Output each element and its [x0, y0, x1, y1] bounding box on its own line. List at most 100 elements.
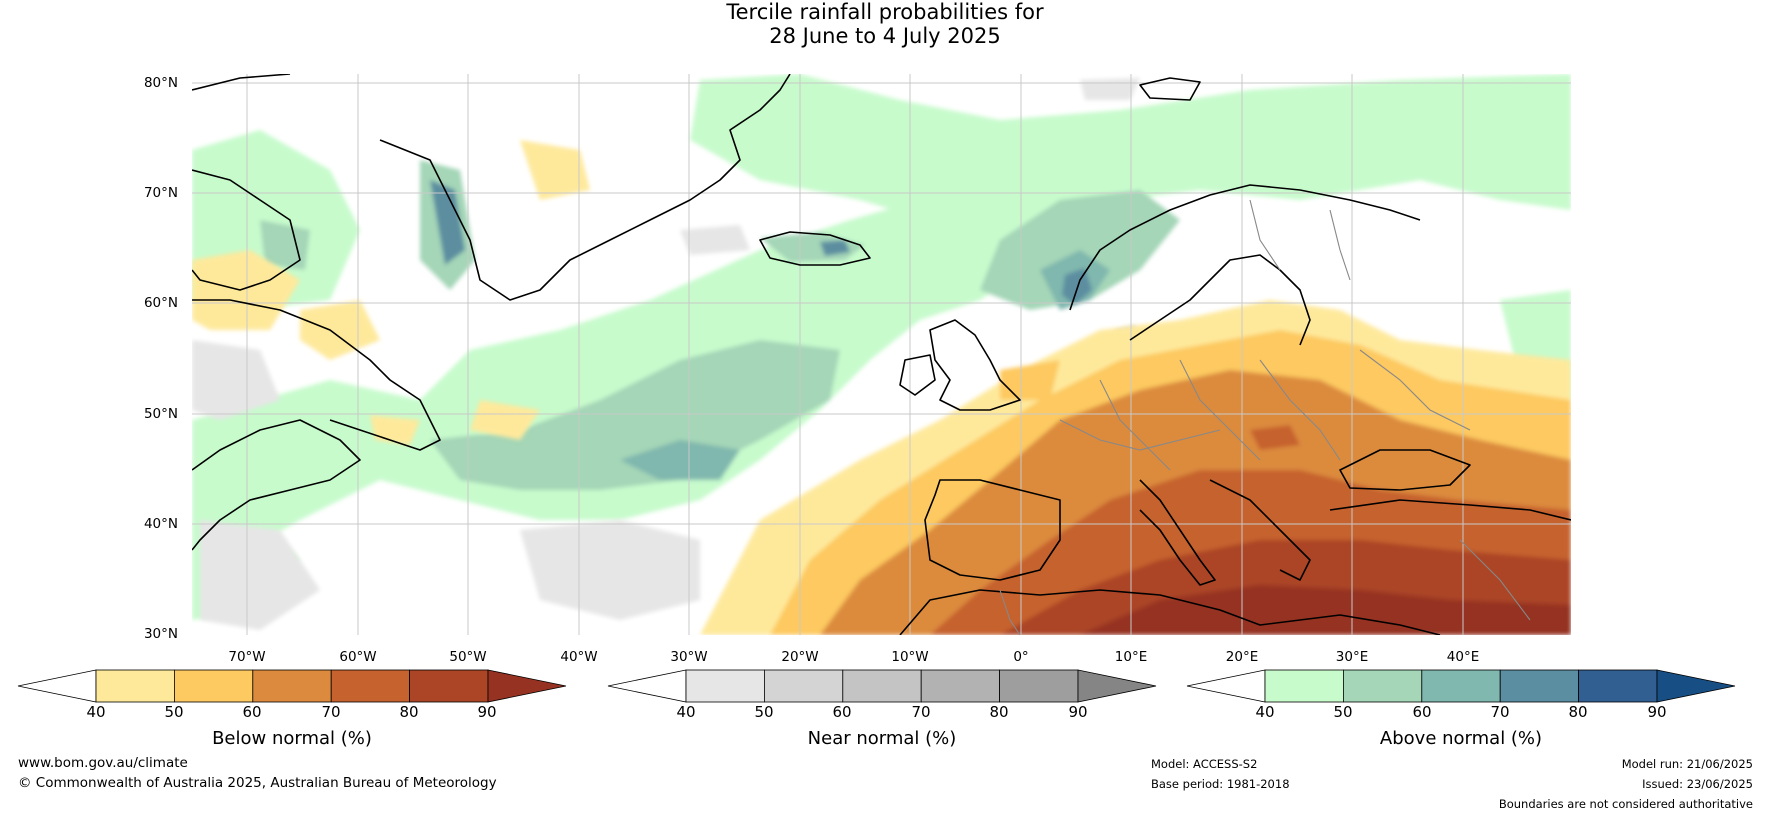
disclaimer-text: Boundaries are not considered authoritat…: [1498, 797, 1753, 811]
below-normal-region: [1250, 425, 1300, 450]
copyright-text: © Commonwealth of Australia 2025, Austra…: [18, 775, 497, 791]
near-normal-region: [680, 225, 750, 255]
above-normal-region: [620, 440, 740, 480]
map-panel: [192, 74, 1571, 635]
near-tick-90: 90: [1068, 703, 1088, 721]
coastline-black-sea: [1339, 449, 1471, 491]
lon-label-70w: 70°W: [228, 649, 266, 665]
lon-label-0: 0°: [1013, 649, 1029, 665]
coastline-iceland: [759, 231, 871, 266]
coastline-baffin: [192, 169, 301, 291]
above-normal-colorbar-segment: [1343, 669, 1423, 703]
near-normal-colorbar-high-extension: [1077, 669, 1157, 703]
near-tick-60: 60: [832, 703, 852, 721]
lon-label-20e: 20°E: [1225, 649, 1259, 665]
below-tick-80: 80: [399, 703, 419, 721]
above-tick-40: 40: [1255, 703, 1275, 721]
above-normal-region: [260, 220, 310, 270]
above-tick-90: 90: [1647, 703, 1667, 721]
below-normal-colorbar: [17, 669, 567, 703]
lon-label-50w: 50°W: [449, 649, 487, 665]
below-normal-region: [470, 400, 540, 440]
lon-label-10e: 10°E: [1114, 649, 1148, 665]
lat-label-60n: 60°N: [143, 295, 178, 311]
title-line-1: Tercile rainfall probabilities for: [726, 0, 1044, 24]
colorbars: [17, 669, 1736, 703]
above-normal-colorbar-segment: [1499, 669, 1579, 703]
below-tick-50: 50: [164, 703, 184, 721]
below-tick-90: 90: [477, 703, 497, 721]
lon-label-40w: 40°W: [560, 649, 598, 665]
website-text: www.bom.gov.au/climate: [18, 755, 188, 771]
above-normal-colorbar-high-extension: [1656, 669, 1736, 703]
above-normal-region: [430, 340, 840, 490]
below-normal-colorbar-segment: [95, 669, 175, 703]
near-normal-colorbar-segment: [764, 669, 844, 703]
near-normal-colorbar-segment: [685, 669, 765, 703]
coastline-svalbard: [1139, 77, 1201, 101]
above-normal-region: [820, 240, 850, 256]
model-run-text: Model run: 21/06/2025: [1621, 757, 1753, 771]
coastline-labrador: [192, 299, 441, 451]
map-title: Tercile rainfall probabilities for 28 Ju…: [0, 0, 1770, 48]
above-tick-70: 70: [1490, 703, 1510, 721]
lon-label-30w: 30°W: [670, 649, 708, 665]
below-normal-title: Below normal (%): [212, 728, 372, 749]
near-normal-region: [520, 520, 700, 620]
lat-label-80n: 80°N: [143, 75, 178, 91]
coastline-uk: [929, 319, 1021, 411]
above-tick-60: 60: [1412, 703, 1432, 721]
near-tick-70: 70: [911, 703, 931, 721]
coastline-iberia: [924, 479, 1061, 581]
near-normal-title: Near normal (%): [807, 728, 957, 749]
lat-label-40n: 40°N: [143, 516, 178, 532]
below-tick-60: 60: [242, 703, 262, 721]
lon-label-60w: 60°W: [339, 649, 377, 665]
below-normal-region: [520, 140, 590, 200]
above-normal-region: [760, 232, 865, 262]
above-normal-region: [430, 180, 465, 265]
below-normal-colorbar-low-extension: [17, 669, 97, 703]
coastline-balkans: [1209, 479, 1311, 581]
lon-label-40e: 40°E: [1446, 649, 1480, 665]
above-normal-colorbar-segment: [1578, 669, 1658, 703]
country-boundaries: [999, 199, 1531, 635]
coastline-greenland-north: [192, 74, 291, 91]
near-normal-colorbar-segment: [842, 669, 922, 703]
lon-label-30e: 30°E: [1335, 649, 1369, 665]
coastline-ireland: [899, 354, 936, 396]
above-normal-colorbar-segment: [1421, 669, 1501, 703]
base-period-text: Base period: 1981-2018: [1151, 777, 1290, 791]
near-normal-colorbar: [607, 669, 1157, 703]
below-normal-region: [300, 300, 380, 360]
lat-label-30n: 30°N: [143, 626, 178, 642]
above-normal-colorbar: [1186, 669, 1736, 703]
graticule: [192, 74, 1571, 635]
below-normal-regions: [192, 140, 1571, 635]
issued-text: Issued: 23/06/2025: [1642, 777, 1753, 791]
below-normal-region: [1080, 585, 1571, 635]
near-normal-region: [192, 340, 280, 420]
above-normal-colorbar-low-extension: [1186, 669, 1266, 703]
below-normal-colorbar-segment: [330, 669, 411, 703]
above-tick-80: 80: [1568, 703, 1588, 721]
above-normal-title: Above normal (%): [1379, 728, 1543, 749]
near-tick-50: 50: [754, 703, 774, 721]
coastlines: [192, 74, 1571, 635]
lon-label-10w: 10°W: [891, 649, 929, 665]
below-normal-colorbar-segment: [409, 669, 489, 703]
below-normal-colorbar-segment: [252, 669, 332, 703]
near-normal-colorbar-low-extension: [607, 669, 687, 703]
below-tick-40: 40: [86, 703, 106, 721]
coastline-norway: [1069, 184, 1421, 311]
below-normal-colorbar-high-extension: [487, 669, 567, 703]
coastline-north-america: [192, 419, 361, 551]
coastline-greenland: [379, 74, 791, 301]
coastline-baltic: [1129, 254, 1311, 346]
below-tick-70: 70: [321, 703, 341, 721]
coastline-italy: [1139, 479, 1216, 586]
below-normal-region: [1000, 360, 1060, 400]
near-tick-40: 40: [676, 703, 696, 721]
lat-label-50n: 50°N: [143, 406, 178, 422]
